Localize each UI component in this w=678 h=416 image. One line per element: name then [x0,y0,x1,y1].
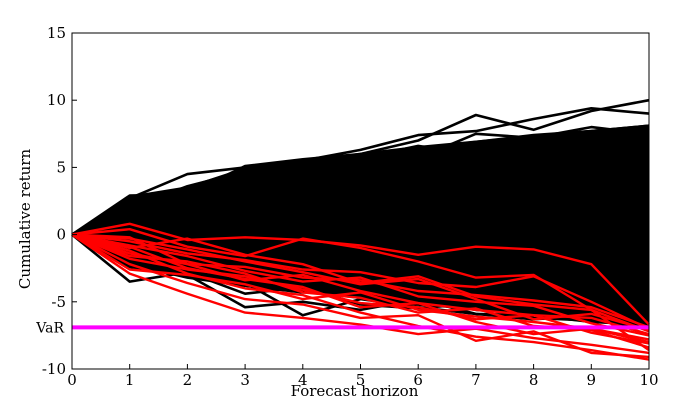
tail-path-14 [71,233,650,344]
tail-path-9 [71,233,650,355]
tail-path-4 [71,233,650,333]
x-tick-label-9: 9 [587,371,597,389]
x-tick-label-10: 10 [639,371,658,389]
y-tick-label-1: -5 [51,293,66,311]
tick-labels: 0 1 2 3 4 5 6 7 8 9 10 -10 -5 0 5 10 15 [42,24,659,389]
var-label: VaR [35,320,64,336]
x-tick-label-8: 8 [529,371,539,389]
y-tick-label-3: 5 [56,158,66,176]
y-axis-title: Cumulative return [16,149,34,290]
tail-path-3 [71,233,650,329]
simulated-path-1 [71,107,650,236]
simulated-path-7 [71,159,650,236]
tail-path-0 [71,222,650,326]
simulated-path-5 [71,137,650,236]
x-tick-label-6: 6 [413,371,423,389]
tail-path-11 [71,233,650,359]
x-tick-label-1: 1 [125,371,135,389]
x-tick-label-4: 4 [298,371,308,389]
tail-path-10 [71,233,650,361]
simulated-path-6 [71,150,650,236]
y-tick-label-4: 10 [47,91,66,109]
x-tick-label-5: 5 [356,371,366,389]
tail-path-7 [71,233,650,337]
x-axis-title: Forecast horizon [291,382,419,400]
y-tick-label-2: 0 [56,226,66,244]
y-tick-label-0: -10 [42,360,66,378]
x-tick-label-2: 2 [183,371,193,389]
x-tick-label-0: 0 [67,371,77,389]
tick-marks [71,32,650,370]
tail-path-2 [71,233,650,330]
simulated-path-3 [71,125,650,236]
y-tick-label-5: 15 [47,24,66,42]
plot-area [71,98,650,361]
x-tick-label-3: 3 [240,371,250,389]
tail-path-6 [71,233,650,341]
tail-path-12 [71,233,650,332]
x-tick-label-7: 7 [471,371,481,389]
